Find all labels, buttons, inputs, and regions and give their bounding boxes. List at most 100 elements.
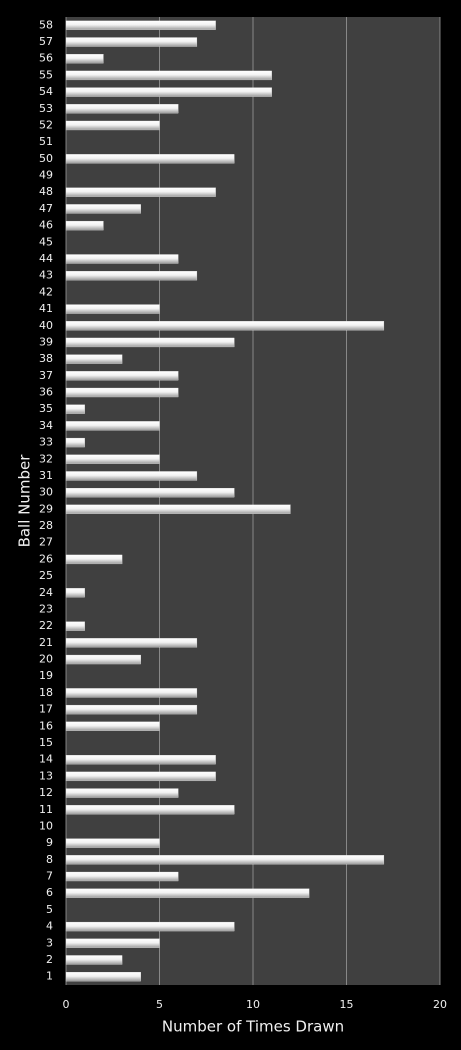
y-tick-label: 14	[39, 753, 53, 766]
bar	[65, 554, 123, 565]
bar	[65, 254, 179, 264]
bar	[65, 271, 198, 281]
y-tick-label: 28	[39, 519, 53, 532]
bar	[65, 454, 160, 464]
y-tick-label: 22	[39, 619, 53, 632]
y-tick-label: 43	[39, 269, 53, 282]
y-tick-label: 17	[39, 703, 53, 716]
y-tick-label: 36	[39, 386, 53, 399]
y-tick-label: 26	[39, 552, 53, 565]
bar	[65, 87, 272, 97]
bar	[65, 120, 160, 131]
bar	[65, 70, 272, 81]
y-tick-label: 46	[39, 219, 53, 232]
bar	[65, 938, 160, 948]
y-tick-label: 18	[39, 686, 53, 699]
bar	[65, 888, 310, 898]
y-tick-label: 15	[39, 736, 53, 749]
bar	[65, 638, 198, 648]
y-tick-label: 10	[39, 819, 53, 832]
y-tick-label: 47	[39, 202, 53, 215]
bar	[65, 838, 160, 848]
bar	[65, 337, 235, 348]
y-tick-label: 32	[39, 452, 53, 465]
bar	[65, 955, 123, 965]
bar	[65, 688, 198, 698]
bar	[65, 104, 179, 114]
y-tick-label: 20	[39, 653, 53, 666]
bar	[65, 404, 85, 414]
y-tick-label: 31	[39, 469, 53, 482]
y-tick-label: 37	[39, 369, 53, 382]
bar	[65, 54, 104, 64]
bar	[65, 354, 123, 364]
y-tick-label: 23	[39, 602, 53, 615]
y-axis-title: Ball Number	[16, 454, 34, 548]
y-tick-label: 11	[39, 803, 53, 816]
y-tick-label: 45	[39, 235, 53, 248]
x-tick-label: 0	[63, 998, 70, 1011]
bar	[65, 437, 85, 448]
bar	[65, 771, 216, 782]
y-tick-label: 44	[39, 252, 53, 265]
y-tick-label: 19	[39, 669, 53, 682]
y-tick-label: 3	[46, 936, 53, 949]
y-tick-label: 1	[46, 970, 53, 983]
y-tick-label: 35	[39, 402, 53, 415]
y-tick-label: 29	[39, 502, 53, 515]
y-tick-label: 52	[39, 118, 53, 131]
y-tick-label: 2	[46, 953, 53, 966]
bar	[65, 704, 198, 715]
bar	[65, 371, 179, 381]
y-tick-label: 38	[39, 352, 53, 365]
y-tick-label: 6	[46, 886, 53, 899]
y-tick-label: 33	[39, 436, 53, 449]
bar	[65, 921, 235, 932]
y-tick-label: 21	[39, 636, 53, 649]
y-tick-label: 34	[39, 419, 53, 432]
bar	[65, 421, 160, 431]
y-tick-label: 16	[39, 719, 53, 732]
y-tick-label: 27	[39, 536, 53, 549]
bar	[65, 871, 179, 882]
x-tick-label: 20	[433, 998, 447, 1011]
bar	[65, 504, 291, 514]
bar	[65, 621, 85, 631]
y-tick-label: 40	[39, 319, 53, 332]
y-tick-label: 48	[39, 185, 53, 198]
y-tick-label: 9	[46, 836, 53, 849]
bar	[65, 588, 85, 598]
y-tick-label: 12	[39, 786, 53, 799]
y-tick-label: 49	[39, 169, 53, 182]
bar	[65, 387, 179, 398]
y-tick-label: 55	[39, 68, 53, 81]
x-tick-label: 15	[340, 998, 354, 1011]
x-axis-title: Number of Times Drawn	[162, 1018, 344, 1036]
y-tick-label: 8	[46, 853, 53, 866]
y-tick-label: 50	[39, 152, 53, 165]
y-tick-label: 25	[39, 569, 53, 582]
y-tick-label: 39	[39, 335, 53, 348]
y-tick-label: 41	[39, 302, 53, 315]
y-tick-label: 51	[39, 135, 53, 148]
y-tick-label: 57	[39, 35, 53, 48]
y-tick-label: 24	[39, 586, 53, 599]
y-tick-label: 54	[39, 85, 53, 98]
y-tick-label: 7	[46, 870, 53, 883]
bar	[65, 721, 160, 731]
bar	[65, 471, 198, 481]
bar	[65, 20, 216, 30]
bar	[65, 855, 385, 865]
y-tick-label: 42	[39, 285, 53, 298]
y-tick-label: 58	[39, 18, 53, 31]
x-tick-label: 5	[156, 998, 163, 1011]
y-tick-label: 56	[39, 52, 53, 65]
y-tick-label: 13	[39, 769, 53, 782]
bar	[65, 187, 216, 197]
bar	[65, 972, 141, 982]
bar	[65, 488, 235, 498]
bar	[65, 755, 216, 765]
y-tick-label: 4	[46, 920, 53, 933]
